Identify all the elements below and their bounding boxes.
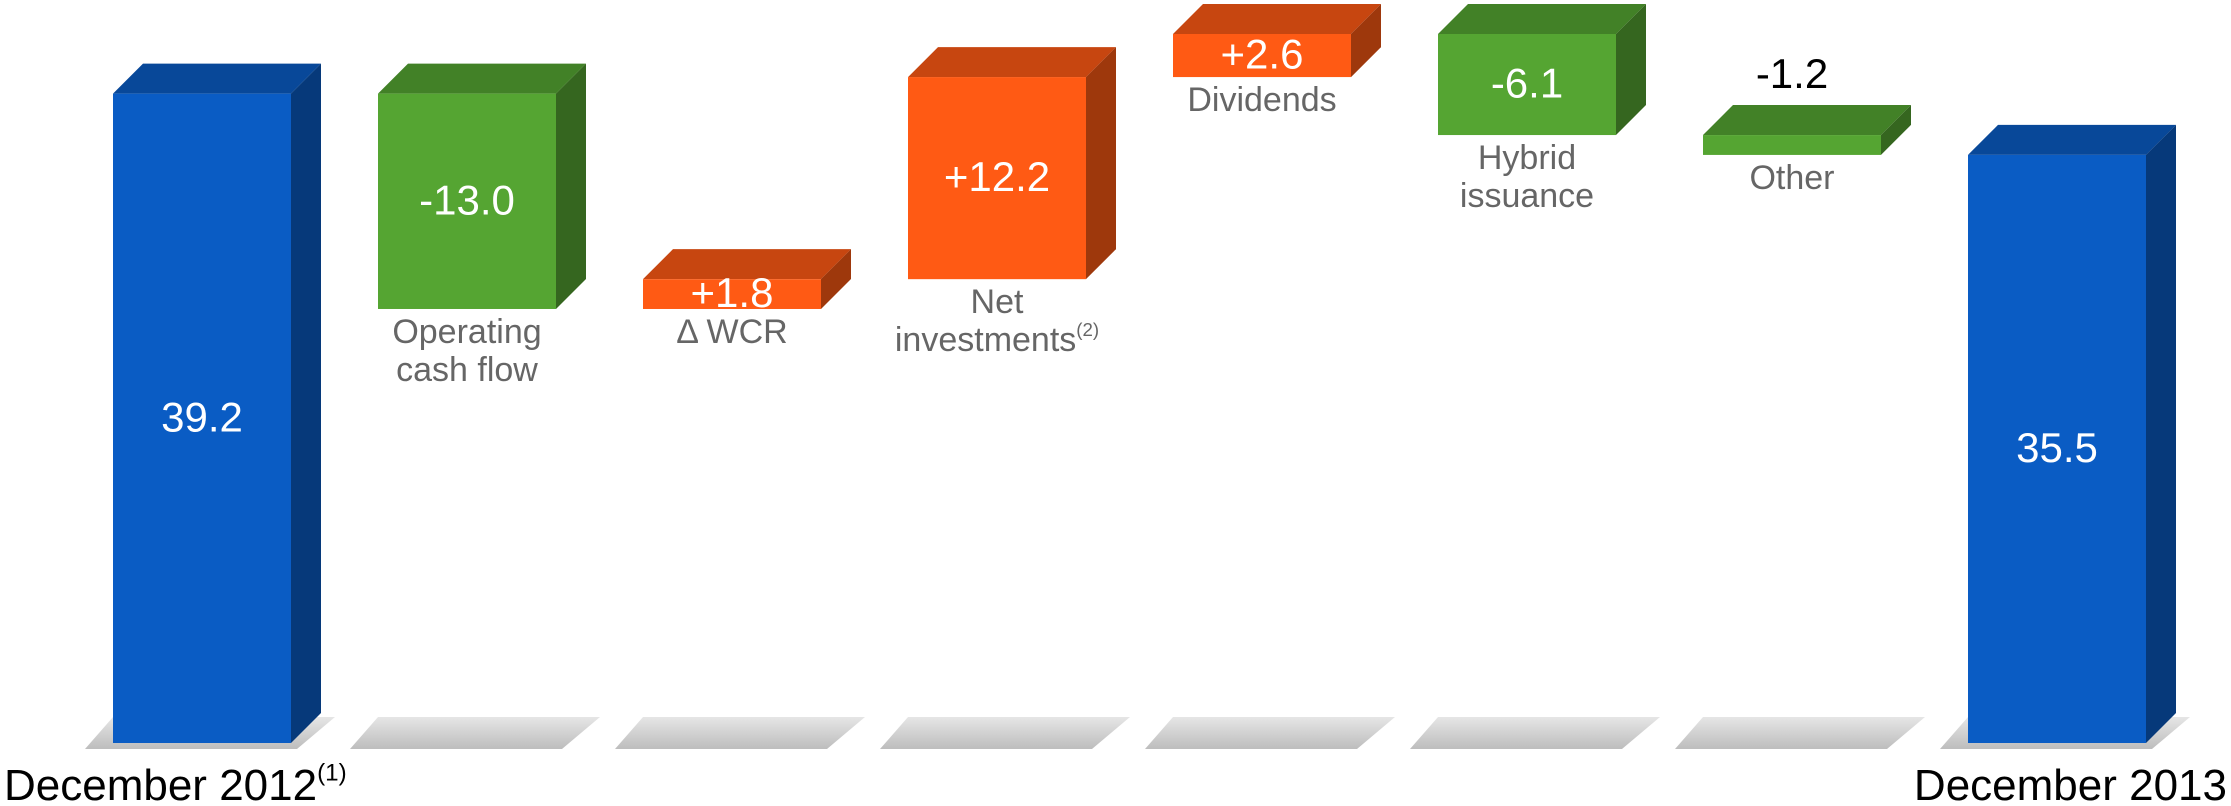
bar-top bbox=[908, 47, 1116, 78]
floor-shadow bbox=[1410, 717, 1660, 749]
bar-side bbox=[1351, 4, 1381, 78]
bar-side bbox=[2146, 124, 2176, 744]
bar-side bbox=[1616, 4, 1646, 136]
category-text: December 2012 bbox=[4, 761, 318, 806]
category-label: Operating cash flow bbox=[362, 313, 572, 389]
category-text: Dividends bbox=[1187, 81, 1337, 120]
value-label: +2.6 bbox=[1221, 31, 1304, 78]
value-label: +12.2 bbox=[944, 153, 1050, 200]
bar-front bbox=[113, 93, 291, 744]
bar bbox=[113, 63, 321, 744]
value-label: 35.5 bbox=[2016, 424, 2098, 471]
bar-top bbox=[643, 249, 851, 280]
floor-shadow bbox=[350, 717, 600, 749]
category-text: December 2013 bbox=[1913, 761, 2227, 806]
floor-shadow bbox=[880, 717, 1130, 749]
value-label: -1.2 bbox=[1756, 50, 1828, 97]
bar-top bbox=[1173, 4, 1381, 34]
category-text: Other bbox=[1749, 158, 1835, 197]
value-label: 39.2 bbox=[161, 393, 243, 440]
category-label: December 2013 bbox=[1914, 761, 2227, 806]
bar-top bbox=[378, 63, 586, 94]
floor-shadow bbox=[1145, 717, 1395, 749]
bar-front bbox=[643, 279, 821, 309]
category-text: Net investments bbox=[894, 283, 1077, 360]
category-label: Dividends bbox=[1157, 81, 1367, 119]
bar bbox=[1438, 4, 1646, 136]
category-text: Operating cash flow bbox=[392, 312, 542, 389]
bar-top bbox=[1703, 105, 1911, 136]
category-note: (2) bbox=[1076, 319, 1100, 341]
category-label: Hybrid issuance bbox=[1422, 139, 1632, 215]
category-text: Hybrid issuance bbox=[1459, 139, 1595, 216]
bar bbox=[1173, 4, 1381, 78]
bar bbox=[1968, 124, 2176, 744]
category-text: Δ WCR bbox=[676, 312, 788, 351]
bar-top bbox=[113, 63, 321, 94]
floor-shadow bbox=[1675, 717, 1925, 749]
category-label: Δ WCR bbox=[627, 313, 837, 351]
floor-shadow bbox=[615, 717, 865, 749]
bar-side bbox=[1086, 47, 1116, 280]
bar-top bbox=[1438, 4, 1646, 34]
bar-side bbox=[1881, 105, 1911, 155]
bar bbox=[378, 63, 586, 309]
bar bbox=[643, 249, 851, 309]
bar-front bbox=[908, 77, 1086, 280]
value-label: +1.8 bbox=[691, 269, 774, 316]
bar bbox=[1703, 105, 1911, 155]
value-label: -13.0 bbox=[419, 176, 515, 223]
category-label: Net investments(2) bbox=[892, 283, 1102, 359]
value-label: -6.1 bbox=[1491, 60, 1563, 107]
bar-front bbox=[1703, 135, 1881, 155]
category-label: Other bbox=[1687, 159, 1897, 197]
bar-front bbox=[1438, 34, 1616, 136]
bar-front bbox=[1968, 154, 2146, 744]
bar-front bbox=[378, 93, 556, 309]
bar bbox=[908, 47, 1116, 280]
category-label: December 2012(1) bbox=[4, 761, 347, 806]
bar-side bbox=[821, 249, 851, 309]
bar-side bbox=[556, 63, 586, 309]
bar-top bbox=[1968, 124, 2176, 155]
category-note: (1) bbox=[317, 759, 347, 787]
bar-side bbox=[291, 63, 321, 744]
bar-front bbox=[1173, 34, 1351, 78]
